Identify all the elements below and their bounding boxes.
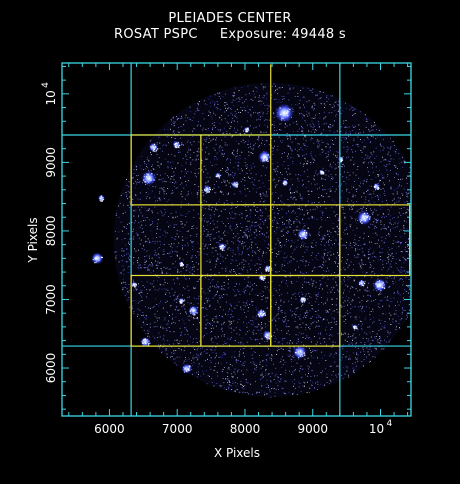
xray-source [172,140,181,149]
x-tick-label: 9000 [297,422,328,436]
x-tick-label: 8000 [230,422,261,436]
xray-source [181,363,192,374]
xray-source [356,210,372,226]
xray-source [292,345,307,360]
xray-source [217,242,226,251]
y-tick-label: 10 [44,90,58,105]
xray-source [141,170,157,186]
xray-source [243,126,250,133]
image-title: PLEIADES CENTER [168,11,292,26]
y-axis-label: Y Pixels [26,217,40,263]
xray-source [274,103,294,123]
xray-source [258,150,272,164]
field-disk [113,82,411,398]
xray-source [203,185,211,194]
xray-source [372,278,387,293]
xray-source [97,194,105,202]
x-tick-label: 7000 [162,422,193,436]
xray-source [256,309,267,319]
x-tick-label: 6000 [94,422,125,436]
y-tick-label: 9000 [44,147,58,178]
xray-source [214,172,222,179]
y-tick-label: 6000 [44,353,58,384]
xray-source [178,297,185,304]
x-tick-exponent: 4 [387,419,393,429]
xray-source [358,279,366,287]
xray-source [148,142,159,153]
xray-sources [91,103,387,374]
x-tick-label: 10 [369,422,384,436]
y-tick-exponent: 4 [41,82,51,88]
detector-grid [62,63,411,416]
yellow-grid-box [339,204,411,277]
x-axis-label: X Pixels [214,446,260,460]
xray-source [281,179,289,186]
xray-source [318,169,325,175]
xray-source [262,330,273,340]
xray-source [372,182,380,190]
xray-source [178,261,184,267]
xray-source [140,336,151,348]
y-tick-label: 8000 [44,216,58,247]
detector-field [113,82,411,398]
axis-ticks [62,63,411,416]
image-subtitle: ROSAT PSPC Exposure: 49448 s [0,27,460,42]
xray-source [231,180,239,188]
xray-source [91,252,104,265]
xray-source [188,305,199,316]
instrument-label: ROSAT PSPC [114,27,198,42]
xray-source [299,296,306,303]
y-tick-label: 7000 [44,284,58,315]
xray-source [352,324,358,330]
exposure-label: Exposure: 49448 s [219,27,346,42]
xray-source [131,281,137,288]
xray-source [297,228,310,241]
yellow-grid-box [270,274,341,347]
plot-border [61,62,412,417]
